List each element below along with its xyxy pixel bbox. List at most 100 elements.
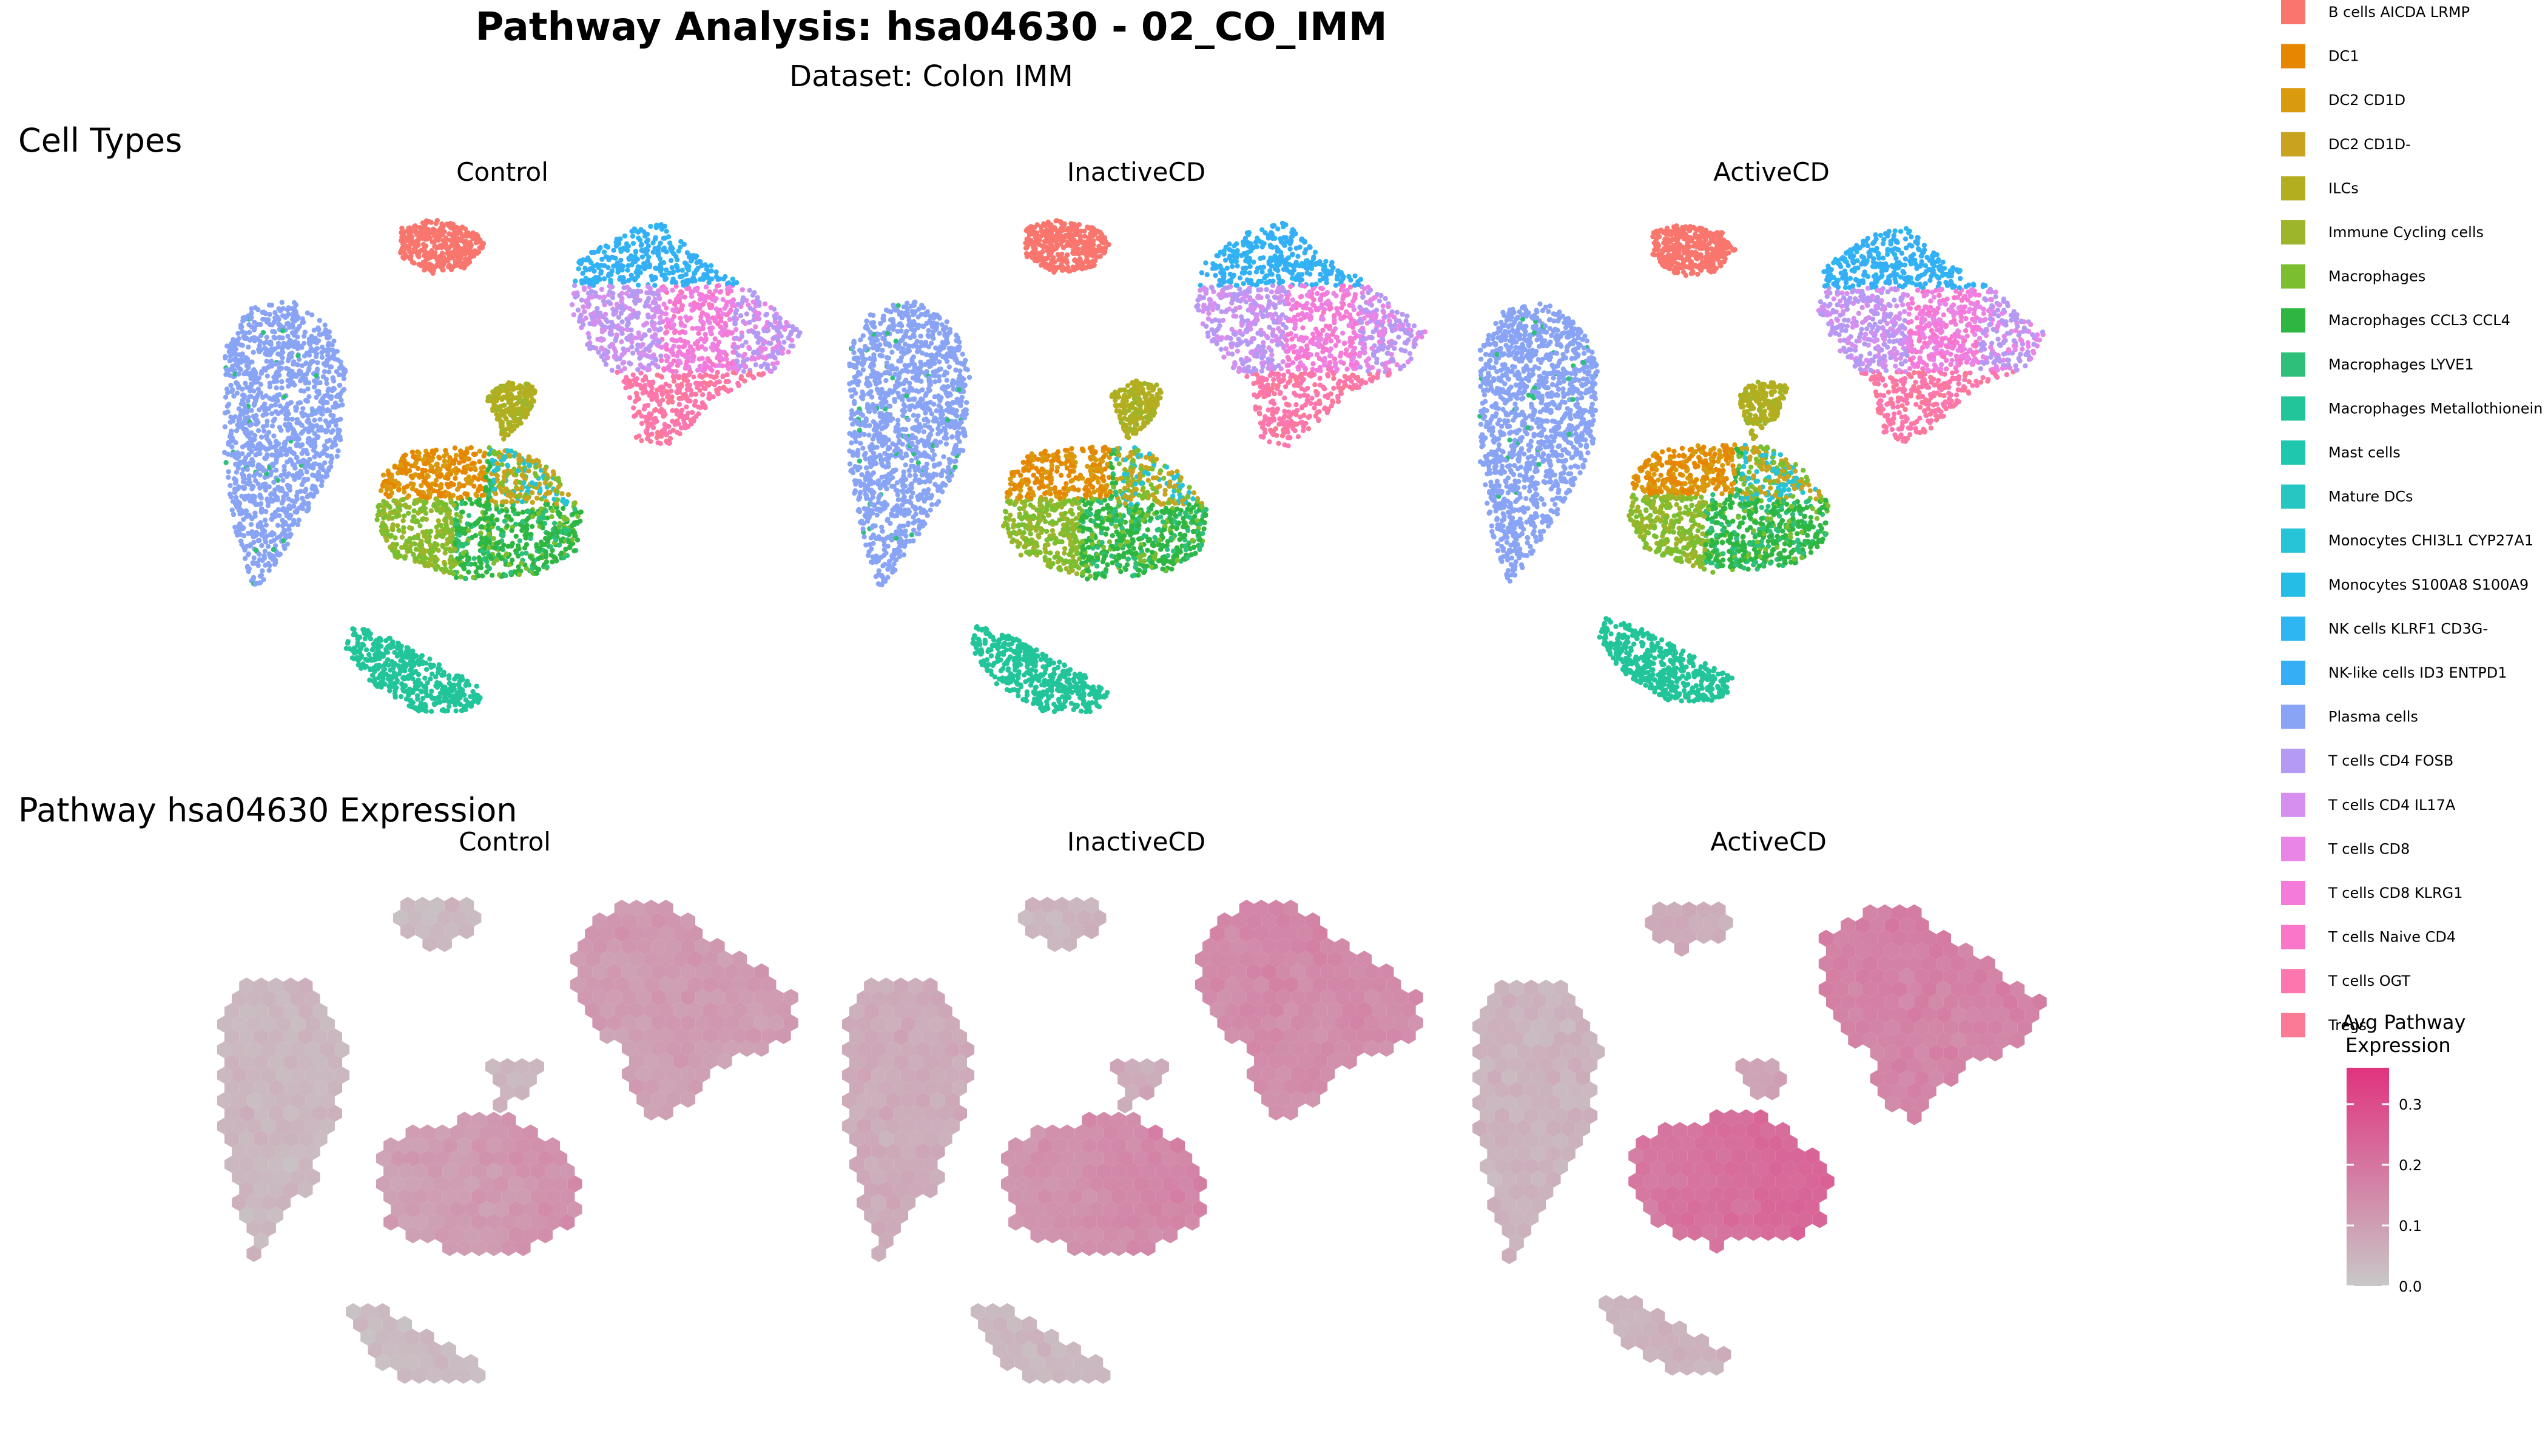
facet-label-control-top: Control bbox=[456, 157, 548, 187]
umap-cell-point bbox=[378, 644, 384, 649]
umap-cell-point bbox=[464, 257, 470, 262]
umap-cell-point bbox=[707, 320, 713, 326]
umap-cell-point bbox=[716, 379, 723, 385]
umap-cell-point bbox=[415, 707, 420, 713]
umap-cell-point bbox=[508, 468, 514, 474]
umap-cell-point bbox=[619, 352, 625, 358]
umap-cell-point bbox=[576, 266, 581, 272]
umap-cell-point bbox=[526, 392, 532, 397]
umap-cell-point bbox=[506, 420, 511, 426]
umap-cell-point bbox=[309, 312, 315, 318]
umap-cell-point bbox=[468, 694, 473, 699]
umap-cell-point bbox=[266, 498, 272, 504]
umap-cell-point bbox=[550, 531, 555, 537]
umap-cell-point bbox=[376, 508, 382, 514]
umap-cell-point bbox=[367, 677, 372, 683]
umap-cell-point bbox=[317, 405, 322, 411]
umap-cell-point bbox=[433, 559, 438, 565]
umap-cell-point bbox=[566, 539, 571, 545]
umap-cell-point bbox=[277, 513, 282, 519]
umap-cell-point bbox=[712, 382, 717, 388]
umap-cell-point bbox=[573, 278, 578, 284]
umap-cell-point bbox=[337, 382, 343, 388]
umap-cell-point bbox=[450, 493, 456, 498]
umap-cell-point bbox=[549, 514, 554, 519]
umap-cell-point bbox=[285, 334, 291, 339]
umap-cell-point bbox=[222, 410, 228, 416]
umap-cell-point bbox=[678, 244, 683, 250]
umap-cell-point bbox=[243, 380, 248, 386]
umap-cell-point bbox=[386, 515, 393, 521]
umap-cell-point bbox=[651, 307, 656, 312]
umap-cell-point bbox=[562, 514, 567, 520]
umap-cell-point bbox=[433, 462, 439, 468]
umap-cell-point bbox=[517, 538, 523, 544]
umap-cell-point bbox=[536, 511, 542, 516]
umap-cell-point bbox=[698, 381, 704, 386]
umap-cell-point bbox=[466, 474, 471, 480]
umap-cell-point bbox=[625, 243, 632, 249]
umap-cell-point bbox=[405, 510, 411, 516]
umap-cell-point bbox=[690, 354, 696, 359]
umap-cell-point bbox=[336, 394, 342, 400]
umap-cell-point bbox=[652, 283, 658, 288]
umap-cell-point bbox=[644, 239, 650, 244]
umap-cell-point bbox=[626, 278, 632, 283]
umap-cell-point bbox=[294, 405, 299, 411]
umap-cell-point bbox=[248, 542, 254, 547]
umap-cell-point bbox=[576, 318, 582, 324]
umap-cell-point bbox=[439, 251, 445, 256]
umap-cell-point bbox=[438, 232, 444, 238]
umap-cell-point bbox=[248, 372, 253, 378]
umap-cell-point bbox=[738, 374, 744, 379]
umap-cell-point bbox=[259, 543, 265, 548]
umap-cell-point bbox=[326, 329, 332, 335]
umap-cell-point bbox=[224, 403, 230, 409]
umap-cell-point bbox=[633, 380, 638, 385]
umap-cell-point bbox=[269, 469, 274, 474]
umap-cell-point bbox=[234, 470, 240, 475]
umap-cell-point bbox=[309, 334, 314, 339]
umap-cell-point bbox=[246, 322, 252, 328]
umap-cell-point bbox=[491, 477, 497, 483]
umap-cell-point bbox=[285, 358, 291, 363]
umap-cell-point bbox=[253, 417, 258, 423]
umap-cell-point bbox=[459, 501, 465, 507]
umap-cell-point bbox=[323, 418, 328, 424]
umap-cell-point bbox=[638, 362, 643, 368]
umap-cell-point bbox=[227, 358, 232, 363]
umap-cell-point bbox=[619, 291, 625, 296]
umap-cell-point bbox=[529, 524, 535, 530]
umap-cell-point bbox=[752, 290, 757, 295]
umap-cell-point bbox=[625, 268, 630, 273]
umap-cell-point bbox=[228, 382, 234, 388]
umap-cell-point bbox=[432, 541, 438, 547]
umap-cell-point bbox=[661, 260, 667, 266]
umap-cell-point bbox=[627, 314, 633, 320]
umap-cell-point bbox=[463, 238, 468, 244]
umap-cell-point bbox=[241, 393, 247, 399]
umap-cell-point bbox=[732, 315, 737, 321]
umap-cell-point bbox=[710, 347, 716, 353]
umap-cell-point bbox=[290, 380, 296, 386]
umap-cell-point bbox=[790, 343, 796, 349]
umap-cell-point bbox=[451, 264, 456, 269]
umap-cell-point bbox=[285, 541, 290, 547]
umap-cell-point bbox=[271, 433, 277, 439]
umap-cell-point bbox=[460, 550, 466, 556]
umap-cell-point bbox=[286, 515, 292, 521]
umap-cell-point bbox=[447, 244, 452, 251]
umap-cell-point bbox=[679, 329, 685, 334]
umap-cell-point bbox=[558, 538, 564, 544]
umap-cell-point bbox=[579, 280, 585, 286]
umap-cell-point bbox=[477, 448, 482, 454]
umap-cell-point bbox=[496, 454, 502, 460]
umap-cell-point bbox=[297, 400, 303, 405]
umap-cell-point bbox=[383, 484, 388, 489]
umap-cell-point bbox=[272, 561, 278, 567]
umap-cell-point bbox=[427, 656, 433, 662]
umap-cell-point bbox=[515, 511, 521, 517]
umap-cell-point bbox=[278, 452, 285, 457]
umap-cell-point bbox=[229, 444, 235, 450]
umap-cell-point bbox=[649, 290, 655, 295]
